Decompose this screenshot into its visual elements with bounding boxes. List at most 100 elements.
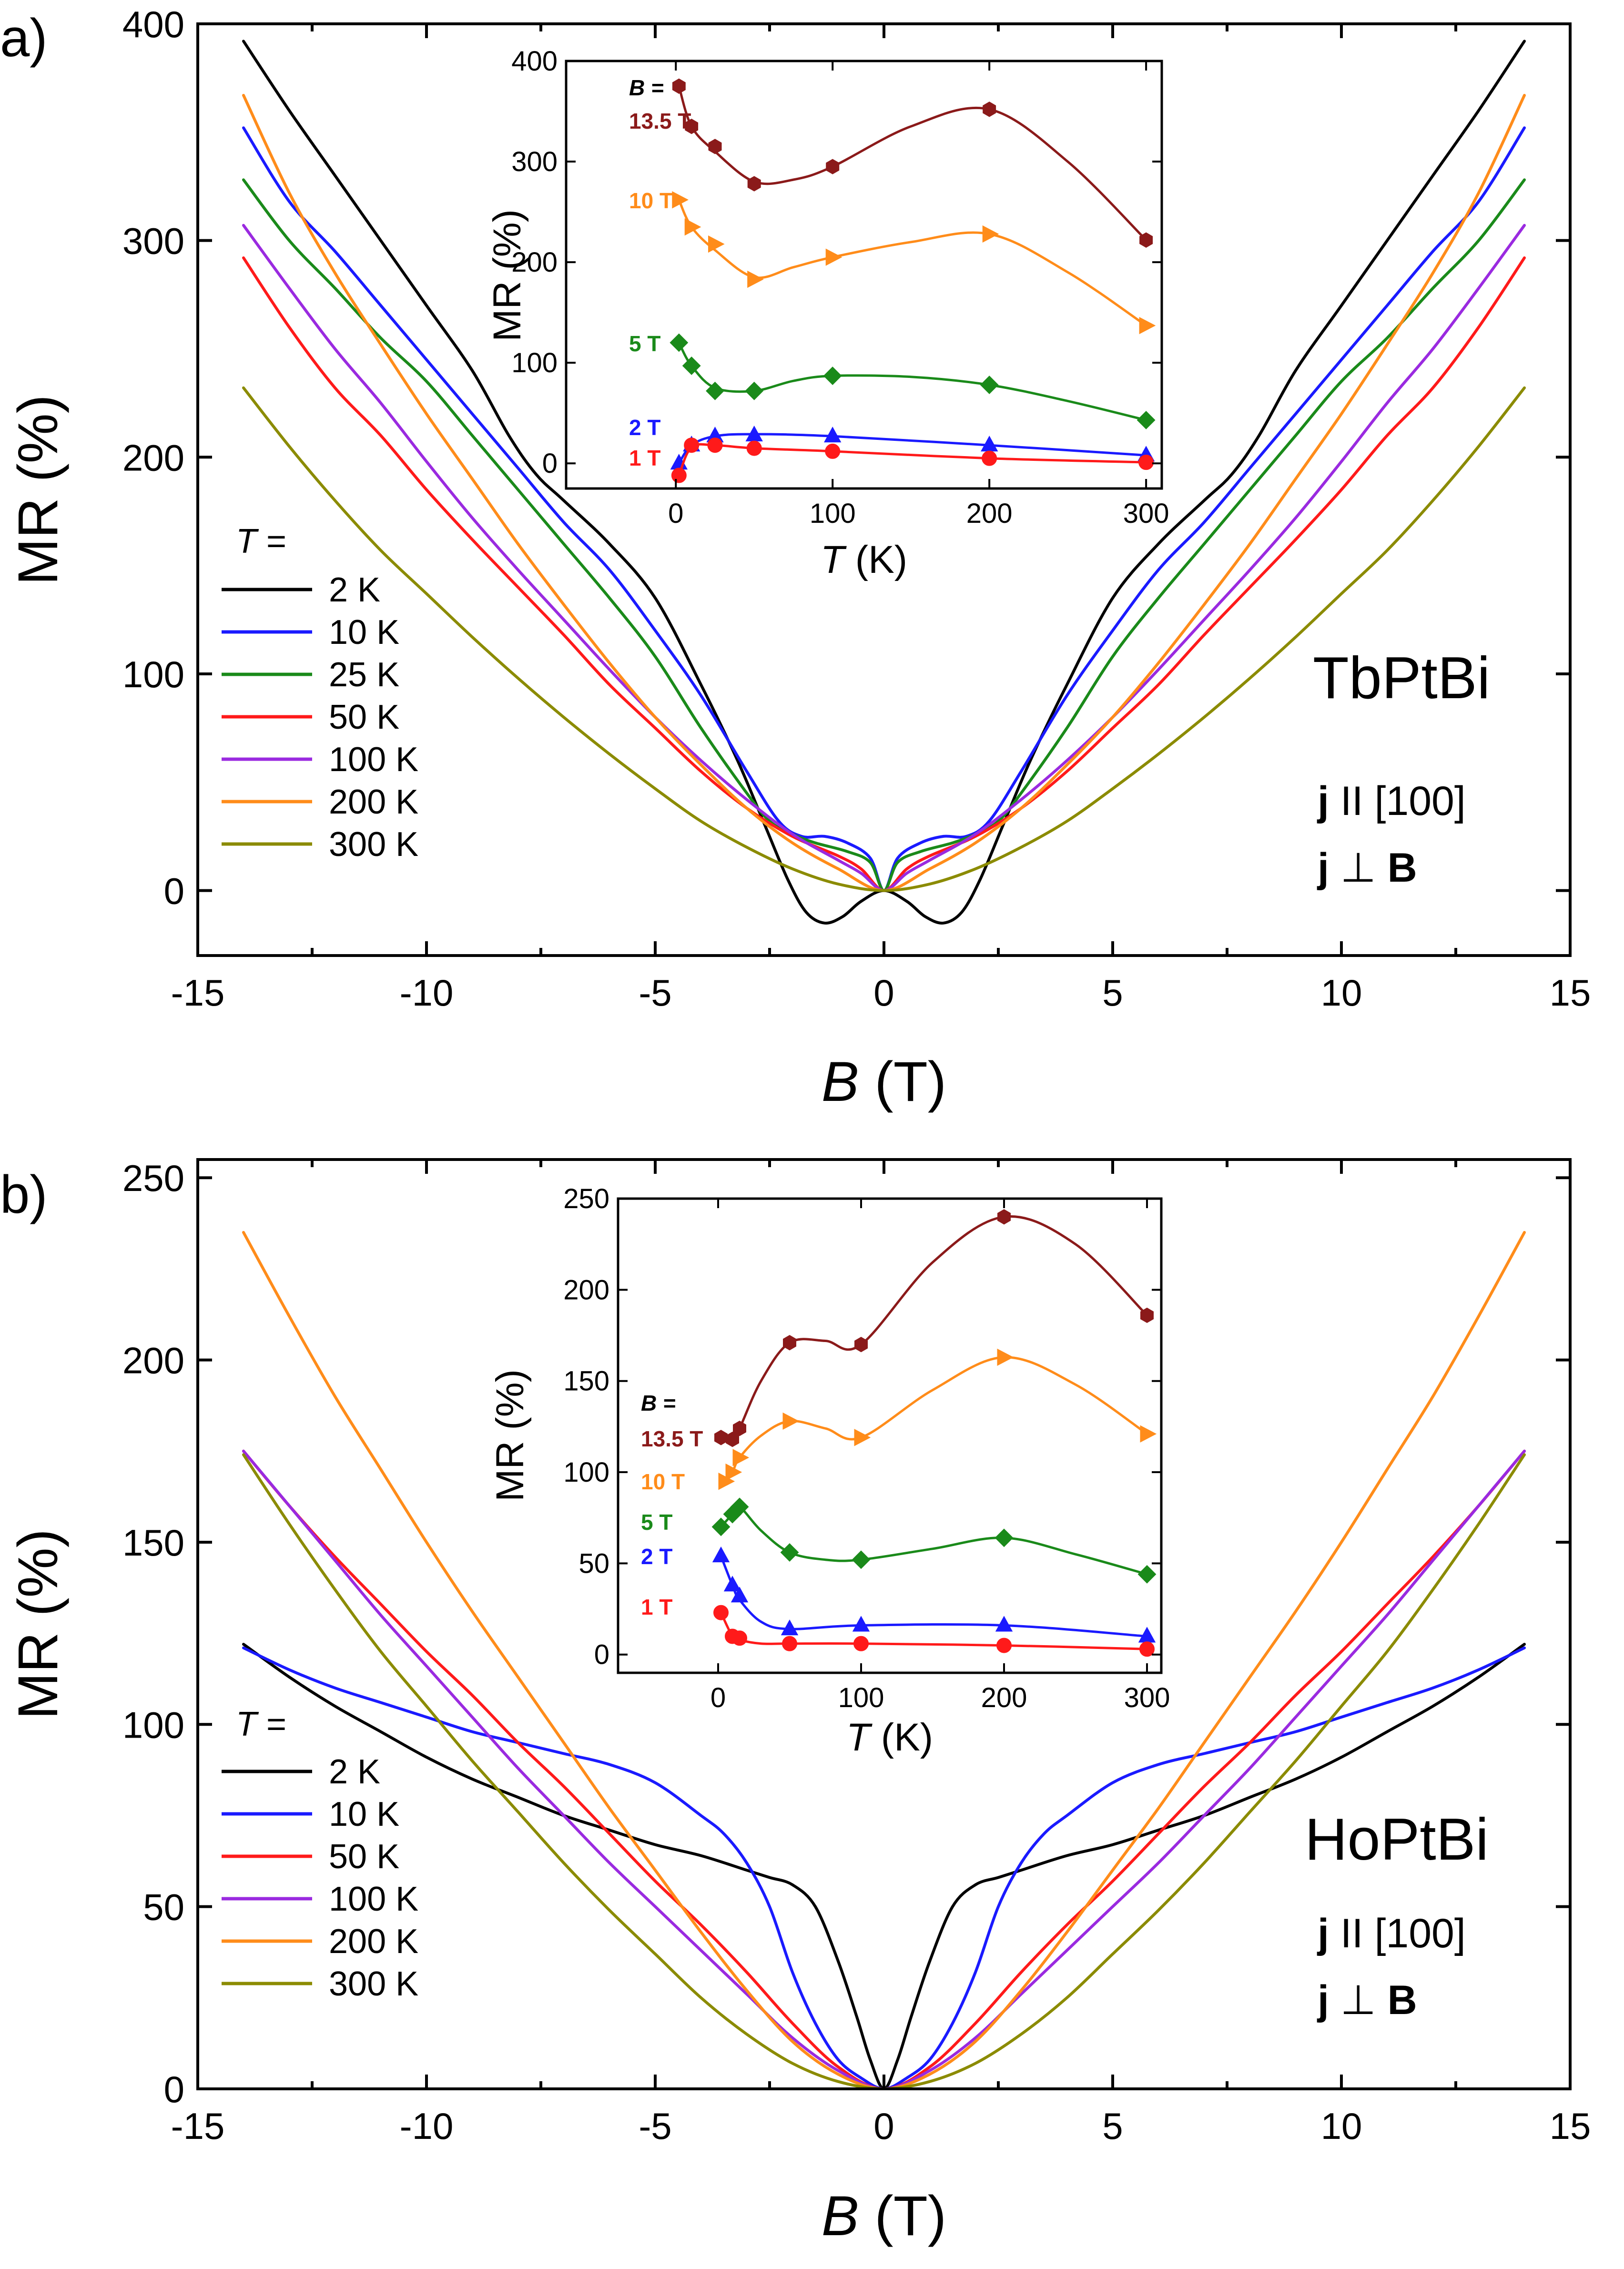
panel-b-xtick-label: 0	[873, 2105, 894, 2147]
panel-a-legend-label-50-k: 50 K	[329, 698, 399, 736]
panel-a-inset-point-1-t	[684, 438, 700, 453]
panel-b-legend-label-2-k: 2 K	[329, 1753, 380, 1791]
panel-a-xtick-label: 10	[1321, 972, 1362, 1014]
panel-a-inset-field-title: B =	[629, 75, 664, 100]
panel-a-inset-point-13.5-t	[672, 78, 686, 94]
panel-a-curves	[242, 40, 1526, 925]
panel-a-inset-xtick-label: 0	[668, 498, 683, 529]
panel-a-curve-300-k	[242, 386, 1526, 892]
panel-b-xtick-label: -10	[400, 2105, 454, 2147]
panel-b-note-perp: j ⊥ B	[1317, 1977, 1417, 2023]
panel-b-inset-point-2-t	[781, 1619, 799, 1636]
panel-b-inset-point-10-t	[732, 1449, 750, 1466]
panel-a-inset-point-13.5-t	[708, 139, 722, 154]
panel-b-xtick-label: 5	[1102, 2105, 1123, 2147]
panel-b-inset-point-10-t	[1140, 1425, 1157, 1443]
panel-b-inset-point-5-t	[730, 1497, 749, 1516]
panel-b-inset-point-1-t	[732, 1630, 747, 1646]
panel-a-legend-label-300-k: 300 K	[329, 825, 418, 864]
panel-a-inset-point-2-t	[824, 427, 842, 443]
panel-a-inset-ylabel: MR (%)	[486, 209, 529, 342]
panel-a-inset-point-10-t	[825, 248, 842, 266]
panel-b-inset-point-5-t	[852, 1550, 871, 1569]
panel-a-xtick-label: -15	[171, 972, 225, 1014]
panel-b-inset-ylabel: MR (%)	[488, 1369, 532, 1502]
panel-b-inset-ytick-label: 250	[563, 1183, 609, 1214]
panel-a-ytick-label: 400	[122, 3, 184, 45]
panel-b-inset-point-10-t	[725, 1463, 742, 1481]
panel-b-inset-point-5-t	[780, 1543, 799, 1562]
panel-b-inset-point-1-t	[782, 1636, 797, 1651]
panel-a-legend-title: T =	[236, 522, 286, 560]
panel-a-xlabel: B (T)	[822, 1050, 946, 1113]
panel-b-inset-point-13.5-t	[733, 1421, 746, 1436]
panel-b-inset-point-1-t	[853, 1636, 869, 1651]
panel-a-legend: T = 2 K 10 K 25 K 50 K 100 K 200 K 300 K	[222, 522, 418, 864]
panel-b-inset-curves	[711, 1209, 1157, 1657]
panel-a-xtick-label: 5	[1102, 972, 1123, 1014]
panel-b-inset-xlabel: T (K)	[846, 1716, 933, 1759]
panel-a-inset-field-2T: 2 T	[629, 415, 660, 440]
panel-b-inset-point-10-t	[854, 1429, 871, 1446]
panel-b-inset-point-2-t	[731, 1587, 749, 1603]
panel-a-inset-point-5-t	[823, 366, 842, 386]
panel-a-inset-point-5-t	[670, 333, 689, 352]
panel-b-label: b)	[0, 1165, 48, 1224]
panel-b-ytick-label: 150	[122, 1522, 184, 1564]
panel-a-inset-point-5-t	[745, 381, 764, 400]
panel-b-legend-label-50-k: 50 K	[329, 1838, 399, 1876]
panel-b-legend-title: T =	[236, 1705, 286, 1743]
panel-b-inset-fit-2-t	[720, 1555, 1148, 1638]
panel-b-inset-point-13.5-t	[854, 1337, 868, 1353]
panel-b-inset-point-5-t	[1137, 1565, 1157, 1584]
panel-b-xtick-label: 10	[1321, 2105, 1362, 2147]
panel-a-xtick-label: 0	[873, 972, 894, 1014]
panel-a-inset-point-10-t	[747, 270, 764, 288]
panel-a-ylabel: MR (%)	[7, 395, 70, 585]
panel-a-inset-ytick-label: 300	[511, 146, 558, 177]
panel-a-inset-point-1-t	[746, 440, 762, 456]
panel-a-inset-point-13.5-t	[1139, 232, 1153, 248]
panel-b-inset-xtick-label: 100	[838, 1682, 884, 1713]
panel-b-inset-point-1-t	[996, 1638, 1012, 1653]
panel-b-inset-point-2-t	[712, 1547, 730, 1563]
panel-a-inset-point-1-t	[825, 443, 841, 459]
panel-b-ylabel: MR (%)	[7, 1529, 70, 1720]
panel-b-inset-point-13.5-t	[714, 1430, 728, 1445]
panel-b-xtick-label: -15	[171, 2105, 225, 2147]
panel-a-note-direction: j II [100]	[1317, 778, 1466, 824]
panel-b-inset-point-2-t	[852, 1616, 870, 1632]
panel-a-ticks: -15 -10 -5 0 5 10 15 0 100 200 300 400	[122, 3, 1591, 1014]
panel-a-inset-point-10-t	[708, 235, 725, 253]
panel-b-inset-point-5-t	[995, 1528, 1014, 1547]
panel-b-inset-field-10T: 10 T	[641, 1469, 685, 1494]
panel-a-inset-field-13.5T: 13.5 T	[629, 109, 691, 133]
panel-a-inset-fit-10-t	[678, 198, 1147, 327]
panel-b-inset-point-10-t	[782, 1412, 800, 1430]
panel-a-inset-ytick-label: 0	[542, 448, 558, 479]
panel-a-inset-xtick-label: 300	[1123, 498, 1169, 529]
panel-a-xtick-label: 15	[1550, 972, 1591, 1014]
panel-b-legend-label-200-k: 200 K	[329, 1923, 418, 1961]
panel-b-inset-field-1T: 1 T	[641, 1595, 672, 1619]
panel-a-inset-field-1T: 1 T	[629, 446, 660, 470]
panel-a: a) -15 -10 -5 0 5 10 15 0 100 200 300 400 B (T) MR …	[0, 3, 1591, 1113]
panel-b-xtick-label: 15	[1550, 2105, 1591, 2147]
panel-a-inset-xtick-label: 100	[810, 498, 856, 529]
panel-b-xlabel: B (T)	[822, 2185, 946, 2248]
panel-a-inset-ytick-label: 100	[511, 347, 558, 378]
panel-b-inset-point-13.5-t	[783, 1335, 796, 1351]
panel-a-inset-xtick-label: 200	[966, 498, 1013, 529]
panel-a-inset-ticks: 0 100 200 300 0 100 200 300 400	[511, 46, 1169, 529]
panel-a-ytick-label: 100	[122, 653, 184, 695]
panel-b-inset-field-title: B =	[641, 1391, 676, 1415]
panel-b-legend-label-300-k: 300 K	[329, 1965, 418, 2003]
panel-b-inset-xtick-label: 300	[1124, 1682, 1170, 1713]
panel-b-inset-field-2T: 2 T	[641, 1544, 672, 1569]
panel-a-inset-ytick-label: 200	[511, 247, 558, 278]
panel-a-legend-label-10-k: 10 K	[329, 613, 399, 651]
panel-a-inset-point-5-t	[980, 376, 999, 395]
panel-b-inset-ytick-label: 50	[579, 1548, 609, 1579]
